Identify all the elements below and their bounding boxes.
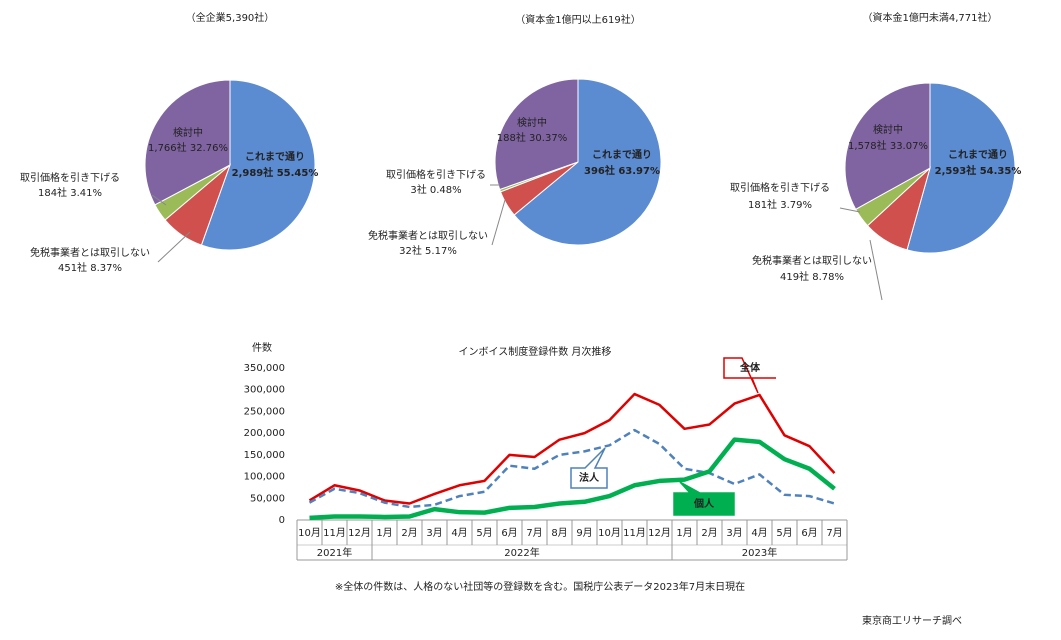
slice-value-label: 32社 5.17% (399, 244, 457, 257)
x-tick-label: 7月 (526, 527, 542, 539)
slice-value-label: 1,766社 32.76% (148, 141, 228, 154)
slice-label: 免税事業者とは取引しない (368, 229, 488, 242)
source: 東京商工リサーチ調べ (862, 614, 962, 627)
slice-label: 取引価格を引き下げる (386, 168, 486, 181)
pie-title: （資本金1億円以上619社） (515, 13, 640, 26)
x-group-label: 2021年 (317, 546, 352, 559)
x-group-label: 2022年 (504, 546, 539, 559)
callout-box (570, 447, 608, 489)
slice-label: これまで通り (245, 151, 305, 163)
callout-box (673, 481, 735, 516)
pie-slice (513, 78, 662, 246)
y-tick-label: 200,000 (244, 428, 285, 439)
leader-line (839, 207, 861, 213)
x-tick-label: 2月 (401, 527, 417, 539)
x-tick-label: 12月 (648, 527, 671, 539)
x-tick-label: 10月 (298, 527, 321, 539)
x-tick-label: 9月 (576, 527, 592, 539)
pie-slice (844, 82, 931, 210)
leader-line (157, 231, 191, 263)
series-line (309, 437, 836, 521)
x-tick-label: 10月 (598, 527, 621, 539)
x-tick-label: 3月 (426, 527, 442, 539)
y-axis-label: 件数 (252, 341, 272, 354)
x-tick-label: 7月 (826, 527, 842, 539)
slice-value-label: 2,989社 55.45% (232, 166, 319, 179)
slice-label: 検討中 (873, 123, 903, 136)
x-tick-label: 5月 (776, 527, 792, 539)
chart-title: インボイス制度登録件数 月次推移 (459, 345, 612, 358)
slice-value-label: 2,593社 54.35% (935, 164, 1022, 177)
slice-label: 免税事業者とは取引しない (30, 246, 150, 259)
legend-label: 全体 (739, 361, 761, 374)
slice-label: これまで通り (592, 149, 652, 161)
x-tick-label: 5月 (476, 527, 492, 539)
leader-line (491, 199, 506, 246)
y-tick-label: 250,000 (244, 406, 285, 417)
legend-label: 法人 (579, 471, 600, 484)
y-tick-label: 350,000 (244, 363, 285, 374)
series-line (308, 428, 835, 509)
pie-title: （全企業5,390社） (186, 11, 275, 24)
footnote: ※全体の件数は、人格のない社団等の登録数を含む。国税庁公表データ2023年7月末… (335, 580, 745, 593)
pie-slice (144, 79, 231, 206)
x-tick-label: 11月 (323, 527, 346, 539)
x-group-label: 2023年 (742, 546, 777, 559)
slice-label: 取引価格を引き下げる (730, 181, 830, 194)
slice-value-label: 181社 3.79% (748, 198, 812, 211)
slice-label: これまで通り (948, 149, 1008, 161)
pie-slice (494, 78, 579, 191)
leader-line (151, 194, 167, 206)
x-tick-label: 3月 (726, 527, 742, 539)
slice-value-label: 3社 0.48% (410, 183, 461, 196)
x-tick-label: 8月 (551, 527, 567, 539)
slice-value-label: 419社 8.78% (780, 270, 844, 283)
x-tick-label: 6月 (501, 527, 517, 539)
x-tick-label: 4月 (751, 527, 767, 539)
slice-value-label: 396社 63.97% (584, 164, 660, 177)
slice-label: 取引価格を引き下げる (20, 171, 120, 184)
x-tick-label: 2月 (701, 527, 717, 539)
slice-value-label: 184社 3.41% (38, 186, 102, 199)
x-tick-label: 1月 (376, 527, 392, 539)
slice-label: 免税事業者とは取引しない (752, 254, 872, 267)
x-tick-label: 12月 (348, 527, 371, 539)
series-line (308, 392, 836, 505)
pie-slice (200, 79, 316, 251)
pie-slice (906, 82, 1016, 254)
y-tick-label: 100,000 (244, 472, 285, 483)
x-tick-label: 11月 (623, 527, 646, 539)
leader-line (869, 239, 883, 301)
y-tick-label: 50,000 (250, 493, 285, 504)
slice-value-label: 188社 30.37% (497, 131, 567, 144)
y-tick-label: 150,000 (244, 450, 285, 461)
legend-label: 個人 (693, 497, 715, 510)
slice-label: 検討中 (517, 116, 547, 129)
pie-title: （資本金1億円未満4,771社） (863, 11, 998, 24)
slice-label: 検討中 (173, 126, 203, 139)
callout-box (723, 357, 776, 394)
slice-value-label: 1,578社 33.07% (848, 139, 928, 152)
y-tick-label: 300,000 (244, 385, 285, 396)
x-tick-label: 6月 (801, 527, 817, 539)
x-tick-label: 4月 (451, 527, 467, 539)
y-tick-label: 0 (279, 515, 285, 526)
slice-value-label: 451社 8.37% (58, 261, 122, 274)
x-tick-label: 1月 (676, 527, 692, 539)
